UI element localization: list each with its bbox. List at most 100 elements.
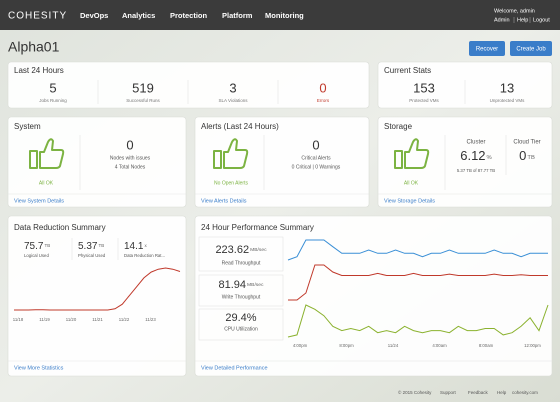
card xyxy=(7,215,187,377)
value: 5.37 xyxy=(78,241,98,252)
brand: COHESITY xyxy=(8,11,67,22)
thumbs-up-icon xyxy=(29,138,65,169)
x-tick-label: 12:00pm xyxy=(524,343,541,348)
stat-value: 153 xyxy=(413,80,435,95)
value: 29.4% xyxy=(225,312,256,324)
stat-detail: 4 Total Nodes xyxy=(115,164,146,170)
metric-label: Write Throughput xyxy=(222,294,261,300)
stat-label: Successful Runs xyxy=(126,98,160,103)
stat-label: Protected VMs xyxy=(409,98,439,103)
details-link[interactable]: View Storage Details xyxy=(384,198,435,204)
thumbs-up-icon xyxy=(213,138,249,169)
thumbs-up-icon xyxy=(394,138,430,169)
footer-link[interactable]: Help xyxy=(497,390,507,395)
details-link[interactable]: View More Statistics xyxy=(14,365,64,371)
status-text: All OK xyxy=(404,180,419,186)
metric-line xyxy=(288,264,548,301)
details-link[interactable]: View Detailed Performance xyxy=(201,365,268,371)
nav-item[interactable]: Analytics xyxy=(122,11,155,20)
user-link[interactable]: Admin xyxy=(494,17,510,23)
reduction-line xyxy=(14,267,181,311)
metric-line xyxy=(287,239,548,261)
stat-label: Cloud Tier xyxy=(513,140,540,146)
nav-item[interactable]: DevOps xyxy=(80,11,108,20)
card-title: System xyxy=(14,122,41,131)
metric-label: Read Throughput xyxy=(222,260,261,266)
details-link[interactable]: View Alerts Details xyxy=(201,198,247,204)
card-title: Data Reduction Summary xyxy=(14,223,106,232)
cloud-usage: 0TB xyxy=(519,148,535,163)
x-tick-label: 8:00am xyxy=(479,343,494,348)
metric-box xyxy=(198,274,284,307)
footer-link[interactable]: cohesity.com xyxy=(512,390,538,395)
unit: TB xyxy=(98,243,104,248)
footer-link[interactable]: Support xyxy=(440,390,457,395)
nav-item[interactable]: Platform xyxy=(222,11,253,20)
details-link[interactable]: View System Details xyxy=(14,198,64,204)
stat-value: 75.7TB xyxy=(24,241,50,252)
stat-label: Logical Used xyxy=(24,253,49,258)
card xyxy=(194,116,370,208)
nav-item[interactable]: Protection xyxy=(170,11,208,20)
stat-value: 13 xyxy=(500,80,514,95)
nav-item[interactable]: Monitoring xyxy=(265,11,304,20)
stat-label: Nodes with issues xyxy=(110,155,151,161)
metric-value: 81.94MB/sec xyxy=(219,279,265,291)
status-text: All OK xyxy=(39,180,54,186)
x-tick-label: 11/20 xyxy=(66,317,77,322)
stat-detail: 0 Critical | 0 Warnings xyxy=(292,164,341,170)
unit: MB/sec xyxy=(247,282,264,288)
stat-label: Physical Used xyxy=(78,253,106,258)
value: 223.62 xyxy=(215,244,249,256)
metric-box xyxy=(198,236,284,272)
metric-value: 223.62MB/sec xyxy=(215,244,267,256)
card xyxy=(194,215,553,377)
metric-line xyxy=(287,304,549,338)
stat-value: 519 xyxy=(132,80,154,95)
stat-detail: 5.37 TB of 87.77 TB xyxy=(457,168,495,173)
stat-label: Critical Alerts xyxy=(301,155,331,161)
stat-value: 0 xyxy=(126,137,133,152)
stat-value: 3 xyxy=(229,80,236,95)
x-tick-label: 8:00pm xyxy=(339,343,354,348)
copyright: © 2015 Cohesity xyxy=(398,389,432,395)
stat-label: Data Reduction Rat... xyxy=(124,253,165,258)
x-tick-label: 11/24 xyxy=(388,343,399,348)
stat-value: 5 xyxy=(49,80,56,95)
stat-value: 5.37TB xyxy=(78,241,104,252)
x-tick-label: 11/19 xyxy=(39,317,50,322)
x-tick-label: 4:00am xyxy=(432,343,447,348)
footer-link[interactable]: Feedback xyxy=(468,390,489,395)
user-link[interactable]: Help xyxy=(517,17,528,23)
unit: % xyxy=(487,155,492,161)
card-title: Current Stats xyxy=(384,66,431,75)
stat-value: 0 xyxy=(319,80,326,95)
metric-box xyxy=(198,308,284,341)
card-title: Storage xyxy=(384,122,413,131)
welcome-text: Welcome, admin xyxy=(494,8,535,14)
x-tick-label: 11/21 xyxy=(92,317,103,322)
x-tick-label: 11/22 xyxy=(119,317,130,322)
user-link[interactable]: Logout xyxy=(533,17,550,23)
button[interactable] xyxy=(510,41,552,56)
value: 6.12 xyxy=(460,148,485,163)
value: 81.94 xyxy=(219,279,247,291)
card-title: Alerts (Last 24 Hours) xyxy=(201,122,279,131)
unit: MB/sec xyxy=(250,247,267,253)
value: 0 xyxy=(519,148,526,163)
stat-value: 14.1x xyxy=(124,241,147,252)
stat-label: SLA Violations xyxy=(219,98,249,103)
x-tick-label: 4:00pm xyxy=(293,343,308,348)
button[interactable] xyxy=(469,41,505,56)
x-tick-label: 11/23 xyxy=(145,317,156,322)
unit: TB xyxy=(527,155,535,161)
x-tick-label: 11/18 xyxy=(13,317,24,322)
button-label[interactable]: Recover xyxy=(476,47,498,53)
status-text: No Open Alerts xyxy=(214,180,248,186)
stat-value: 0 xyxy=(312,137,319,152)
nav-bar xyxy=(0,0,560,30)
metric-value: 29.4% xyxy=(225,312,256,324)
button-label[interactable]: Create Job xyxy=(516,47,546,53)
